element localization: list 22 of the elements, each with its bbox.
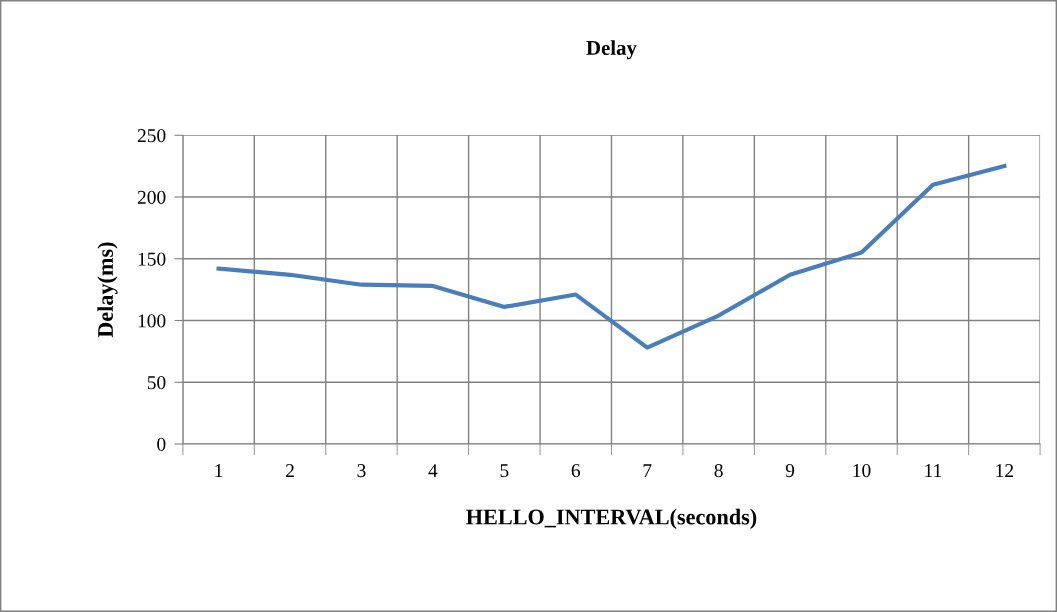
chart-title: Delay [586,40,637,60]
x-tick-label: 4 [428,464,438,477]
line-series [216,164,1007,350]
y-tick-label: 200 [137,190,166,204]
y-tick-label: 150 [138,252,166,266]
x-tick-label: 11 [925,464,942,477]
x-tick-label: 9 [785,464,795,478]
y-tick-label: 50 [147,376,166,390]
y-tick-label: 0 [157,437,166,451]
y-axis-title: Delay(ms) [97,242,118,338]
x-axis-title: HELLO_INTERVAL(seconds) [466,508,757,530]
x-tick-label: 2 [286,464,294,477]
x-tick-label: 7 [643,464,652,477]
x-tick-label: 1 [215,464,223,477]
x-tick-label: 5 [500,464,509,478]
y-tick-label: 250 [137,129,166,143]
x-tick-label: 10 [853,464,871,478]
x-tick-label: 12 [996,464,1014,477]
x-tick-label: 8 [714,464,723,478]
x-tick-label: 6 [571,464,581,478]
x-tick-label: 3 [357,464,366,478]
y-tick-label: 100 [138,314,166,328]
